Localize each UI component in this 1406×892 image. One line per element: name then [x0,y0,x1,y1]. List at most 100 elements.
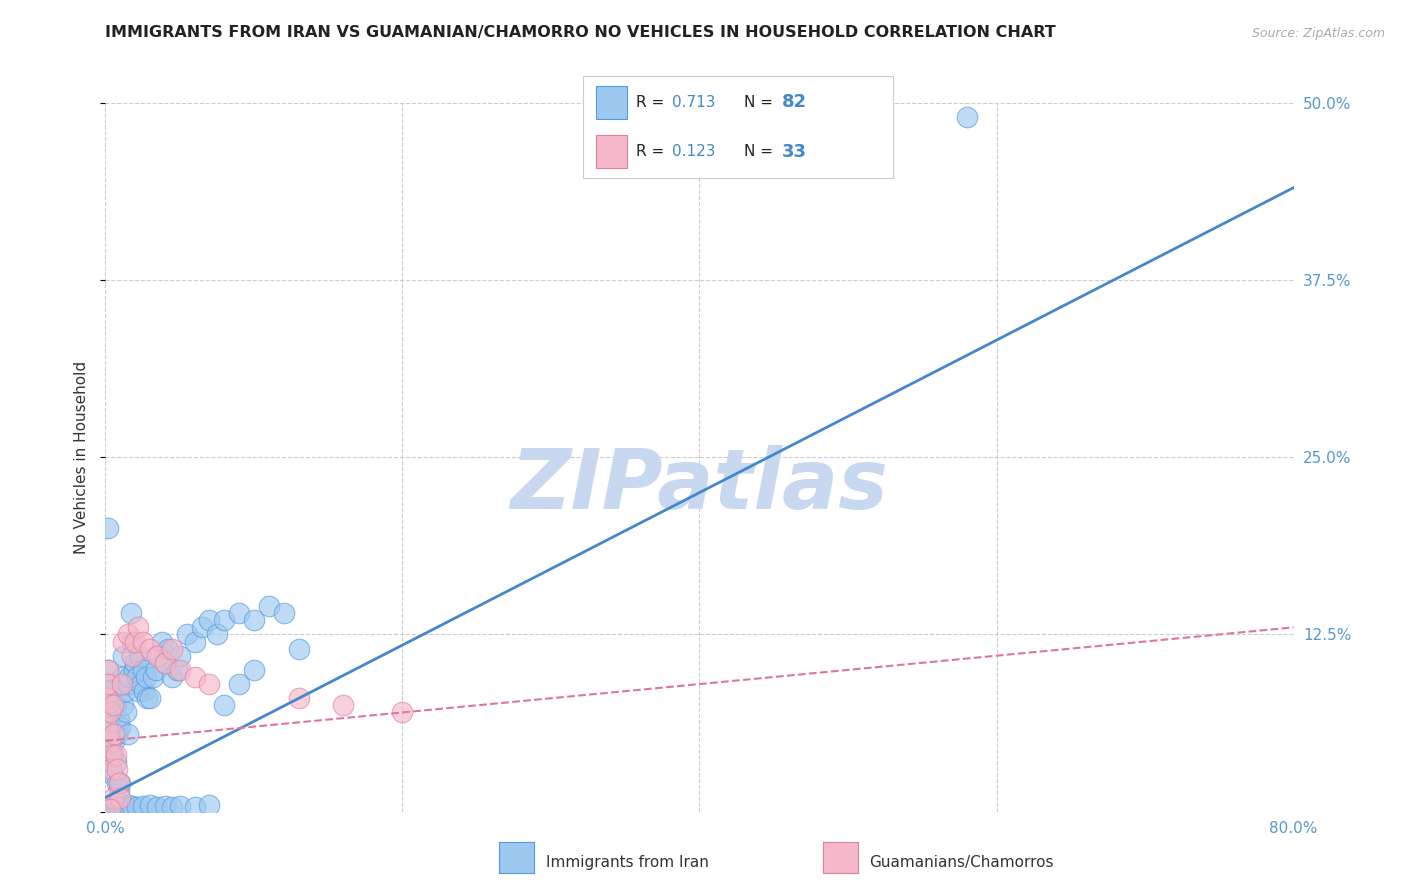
Text: N =: N = [744,145,778,160]
Point [205,627,228,641]
Point [153,799,176,814]
Point [136,691,159,706]
Text: Guamanians/Chamorros: Guamanians/Chamorros [869,855,1053,870]
Point [142,670,165,684]
Point [98,706,121,720]
Point [117,727,139,741]
Point [108,783,131,797]
Text: R =: R = [636,95,669,110]
Point [183,800,205,814]
Point [169,663,191,677]
Point [257,599,280,613]
Point [97,521,120,535]
Point [104,755,127,769]
Text: 0.123: 0.123 [672,145,716,160]
Text: 0.713: 0.713 [672,95,716,110]
Point [121,799,143,814]
Bar [596,136,627,168]
Point [112,698,135,713]
Point [112,648,135,663]
Point [146,648,169,663]
Point [97,713,120,727]
Point [127,620,149,634]
Text: 82: 82 [782,94,807,112]
Point [104,698,127,713]
Point [162,641,184,656]
Point [228,606,250,620]
Text: 33: 33 [782,143,807,161]
Point [956,110,979,124]
Point [125,800,148,814]
Point [391,706,413,720]
Point [176,627,198,641]
Text: Immigrants from Iran: Immigrants from Iran [546,855,709,870]
Point [98,740,121,755]
Point [118,670,141,684]
Point [110,776,132,790]
Point [124,634,146,648]
Point [146,800,169,814]
Point [121,648,143,663]
Point [156,641,179,656]
Point [114,684,136,698]
Point [111,677,134,691]
Point [129,677,152,691]
Point [108,800,131,814]
Point [243,663,266,677]
Point [117,677,139,691]
Point [183,634,205,648]
Point [104,799,127,814]
Point [110,790,132,805]
Text: ZIPatlas: ZIPatlas [510,445,889,526]
Point [105,762,128,776]
Point [132,684,155,698]
Point [198,797,221,812]
Point [228,677,250,691]
Point [287,691,309,706]
Point [98,733,121,747]
Point [139,691,162,706]
Text: Source: ZipAtlas.com: Source: ZipAtlas.com [1251,27,1385,40]
Point [183,670,205,684]
Point [101,747,124,762]
Point [139,641,162,656]
Point [101,790,124,805]
Point [131,634,153,648]
Point [214,613,236,627]
Point [103,733,125,747]
Point [273,606,295,620]
Point [139,797,162,812]
Point [105,776,128,790]
Point [112,634,135,648]
Point [96,720,118,734]
Y-axis label: No Vehicles in Household: No Vehicles in Household [73,360,89,554]
Text: N =: N = [744,95,778,110]
Point [101,698,124,713]
Point [112,799,135,814]
Point [100,684,122,698]
Point [98,720,121,734]
Point [98,802,121,816]
Point [101,800,124,814]
Point [131,799,153,814]
Point [120,606,142,620]
Point [332,698,354,713]
Point [100,762,122,776]
Point [101,706,124,720]
Point [110,720,132,734]
Point [97,677,120,691]
Point [150,634,173,648]
Point [117,627,139,641]
Point [131,663,153,677]
Point [122,663,145,677]
Point [111,670,134,684]
Point [100,747,122,762]
Point [169,648,191,663]
Point [148,648,170,663]
Point [198,677,221,691]
Point [97,663,120,677]
Point [97,663,120,677]
Point [117,797,139,812]
Text: IMMIGRANTS FROM IRAN VS GUAMANIAN/CHAMORRO NO VEHICLES IN HOUSEHOLD CORRELATION : IMMIGRANTS FROM IRAN VS GUAMANIAN/CHAMOR… [105,25,1056,40]
Point [124,656,146,670]
